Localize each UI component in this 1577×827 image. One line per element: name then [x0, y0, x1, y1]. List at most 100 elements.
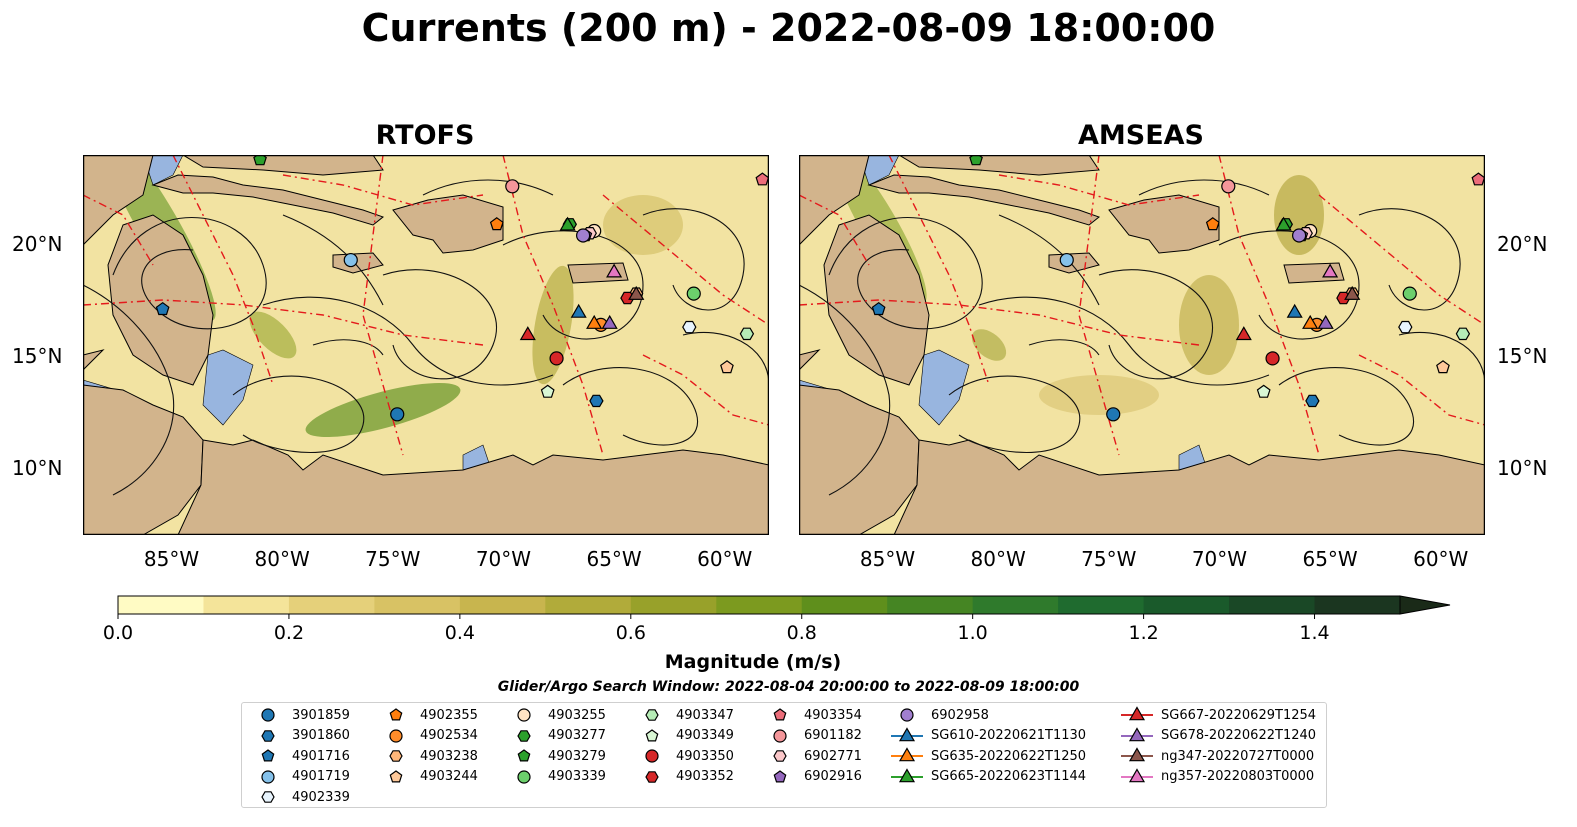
amseas-land: [867, 174, 1101, 226]
amseas-streamline: [948, 375, 1081, 453]
rtofs-point-4903339: [686, 286, 701, 301]
amseas-point-4902355: [1205, 217, 1220, 231]
legend-label: 4901719: [292, 769, 350, 784]
legend-marker: [389, 708, 403, 721]
rtofs-point-4903352: [620, 291, 635, 305]
legend-item: 4903339: [504, 767, 606, 787]
amseas-streamline: [1028, 339, 1100, 356]
legend-item: 4903347: [632, 705, 734, 725]
rtofs-land: [151, 174, 385, 226]
amseas-eez-boundary: [1218, 155, 1320, 456]
colorbar-segment: [716, 596, 803, 614]
colorbar-tick-label: 0.2: [273, 622, 305, 644]
legend-label: 4903339: [548, 769, 606, 784]
rtofs-point-4903244: [720, 360, 734, 374]
rtofs-magnitude-patch: [532, 265, 574, 385]
colorbar: [117, 595, 1451, 619]
rtofs-map: [83, 155, 769, 535]
legend-marker-symbol: [517, 729, 531, 742]
colorbar-segment: [1314, 596, 1401, 614]
legend-item: 4903277: [504, 726, 606, 746]
amseas-streamline: [978, 296, 1270, 386]
colorbar-segment: [118, 596, 204, 614]
colorbar-tick-label: 1.4: [1299, 622, 1330, 644]
rtofs-point-4902339: [682, 320, 697, 334]
rtofs-point-4903350: [549, 351, 564, 366]
legend-label: 4903279: [548, 748, 606, 764]
rtofs-magnitude-patch: [249, 311, 297, 359]
rtofs-x-tick-label: 75°W: [365, 547, 421, 571]
legend-marker-symbol: [645, 709, 659, 721]
rtofs-land: [392, 194, 504, 254]
amseas-streamline: [1358, 208, 1461, 311]
legend-marker: [517, 769, 531, 784]
legend-marker: [773, 728, 787, 743]
amseas-point-4903354: [1471, 172, 1485, 186]
amseas-point-4903352: [1336, 291, 1351, 305]
amseas-panel-title: AMSEAS: [1078, 120, 1204, 151]
legend-item: 4903354: [760, 705, 862, 725]
colorbar-segment: [545, 596, 632, 614]
legend-marker: [773, 769, 787, 782]
rtofs-x-tick-label: 60°W: [697, 547, 753, 571]
rtofs-land: [83, 155, 154, 246]
amseas-point-3901860: [1305, 394, 1320, 408]
amseas-x-tick-label: 60°W: [1413, 547, 1469, 571]
legend-marker-symbol: [773, 750, 787, 762]
legend-label: 4902355: [420, 707, 478, 723]
rtofs-x-tick-label: 70°W: [475, 547, 532, 571]
legend-label: 4903352: [676, 769, 734, 784]
amseas-x-tick-label: 65°W: [1302, 547, 1358, 571]
amseas-y-tick-label: 10°N: [1497, 455, 1548, 480]
legend-marker-symbol: [389, 750, 403, 762]
amseas-land: [1108, 194, 1220, 254]
rtofs-point-SG635-20220622T1250: [586, 314, 603, 329]
rtofs-point-SG610-20220621T1130: [570, 303, 587, 318]
amseas-streamline: [1098, 269, 1213, 380]
legend-label: SG667-20220629T1254: [1161, 707, 1317, 723]
legend-label: ng357-20220803T0000: [1161, 769, 1315, 784]
amseas-point-SG635-20220622T1250: [1302, 314, 1319, 329]
legend-marker: [900, 708, 914, 722]
rtofs-point-ng357-20220803T0000: [606, 263, 623, 278]
colorbar-tick-label: 0.8: [786, 622, 817, 644]
legend-label: 4901716: [292, 748, 350, 764]
legend-marker: [645, 770, 659, 783]
legend-label: 3901860: [292, 728, 350, 743]
rtofs-streamline: [312, 339, 384, 356]
rtofs-magnitude-patch: [305, 382, 461, 438]
amseas-point-4903279: [969, 155, 983, 166]
rtofs-y-tick-label: 15°N: [12, 344, 63, 369]
legend-marker: [773, 708, 787, 721]
legend-marker: [891, 726, 923, 741]
legend-marker: [389, 728, 403, 743]
amseas-point-4903347: [1455, 327, 1471, 341]
rtofs-point-4903349: [540, 384, 555, 398]
legend-marker-symbol: [898, 747, 916, 762]
legend-marker-symbol: [389, 728, 403, 743]
legend-item: 4901719: [248, 767, 350, 787]
legend-marker: [261, 708, 275, 722]
legend-item: 4903352: [632, 767, 734, 787]
amseas-streamline: [998, 214, 1100, 306]
amseas-x-tick-label: 80°W: [970, 547, 1026, 571]
legend-marker: [261, 749, 275, 762]
rtofs-land: [182, 155, 384, 176]
legend-marker: [389, 750, 403, 762]
amseas-land: [799, 349, 821, 371]
amseas-land: [893, 439, 1485, 535]
legend-marker-symbol: [1128, 747, 1146, 762]
legend-marker-symbol: [773, 708, 787, 721]
rtofs-panel-title: RTOFS: [375, 120, 475, 151]
legend-marker-symbol: [773, 728, 787, 743]
rtofs-streamline: [502, 230, 644, 340]
amseas-magnitude-patch: [1179, 275, 1239, 375]
legend-label: ng347-20220727T0000: [1161, 748, 1315, 764]
legend-label: SG635-20220622T1250: [931, 748, 1087, 764]
rtofs-point-SG665-20220623T1144: [559, 216, 576, 231]
colorbar-frame: [117, 595, 1401, 615]
amseas-land: [898, 155, 1100, 176]
colorbar-tick-label: 0.4: [444, 622, 475, 644]
legend-marker-symbol: [389, 769, 403, 782]
legend-marker-symbol: [1128, 706, 1146, 721]
